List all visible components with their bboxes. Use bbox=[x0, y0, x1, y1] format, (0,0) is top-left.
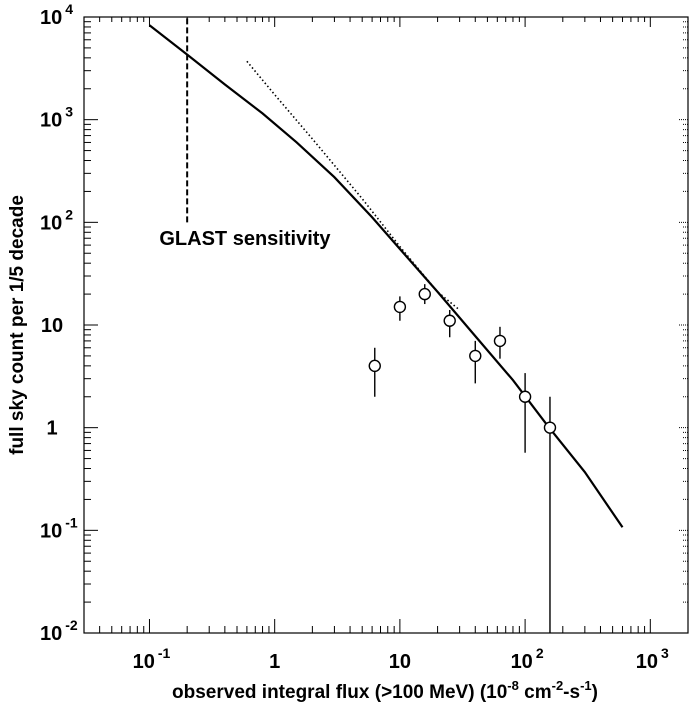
data-point bbox=[518, 390, 532, 403]
data-points bbox=[368, 284, 557, 633]
chart-lines bbox=[148, 17, 624, 528]
x-tick-label: 10 3 bbox=[636, 645, 669, 673]
dotted-curve bbox=[246, 60, 461, 311]
y-tick-label: 10 bbox=[41, 315, 63, 337]
y-tick-label: 10 -1 bbox=[40, 514, 78, 542]
data-point bbox=[443, 314, 456, 327]
x-tick-label: 10 -1 bbox=[133, 645, 171, 673]
data-point bbox=[469, 349, 482, 363]
y-tick-label: 10 -2 bbox=[40, 617, 78, 645]
x-tick-label: 10 2 bbox=[511, 645, 544, 673]
plot-frame bbox=[83, 16, 689, 634]
annotation-text: GLAST sensitivity bbox=[159, 228, 331, 250]
data-point bbox=[493, 334, 507, 348]
annotations: GLAST sensitivity bbox=[159, 228, 331, 250]
data-point bbox=[368, 359, 381, 373]
y-tick-label: 10 3 bbox=[40, 104, 73, 132]
x-axis-label: observed integral flux (>100 MeV) (10-8 … bbox=[172, 678, 598, 703]
model-curve bbox=[148, 24, 624, 528]
data-point bbox=[418, 287, 431, 301]
y-axis-label: full sky count per 1/5 decade bbox=[7, 195, 28, 455]
data-point bbox=[393, 300, 407, 314]
x-tick-label: 10 bbox=[389, 651, 411, 673]
y-tick-label: 10 2 bbox=[40, 206, 73, 234]
axis-ticks bbox=[83, 16, 689, 634]
y-tick-label: 1 bbox=[46, 418, 57, 440]
y-tick-label: 10 4 bbox=[40, 1, 73, 29]
data-point bbox=[543, 421, 557, 434]
x-tick-label: 1 bbox=[269, 651, 280, 673]
